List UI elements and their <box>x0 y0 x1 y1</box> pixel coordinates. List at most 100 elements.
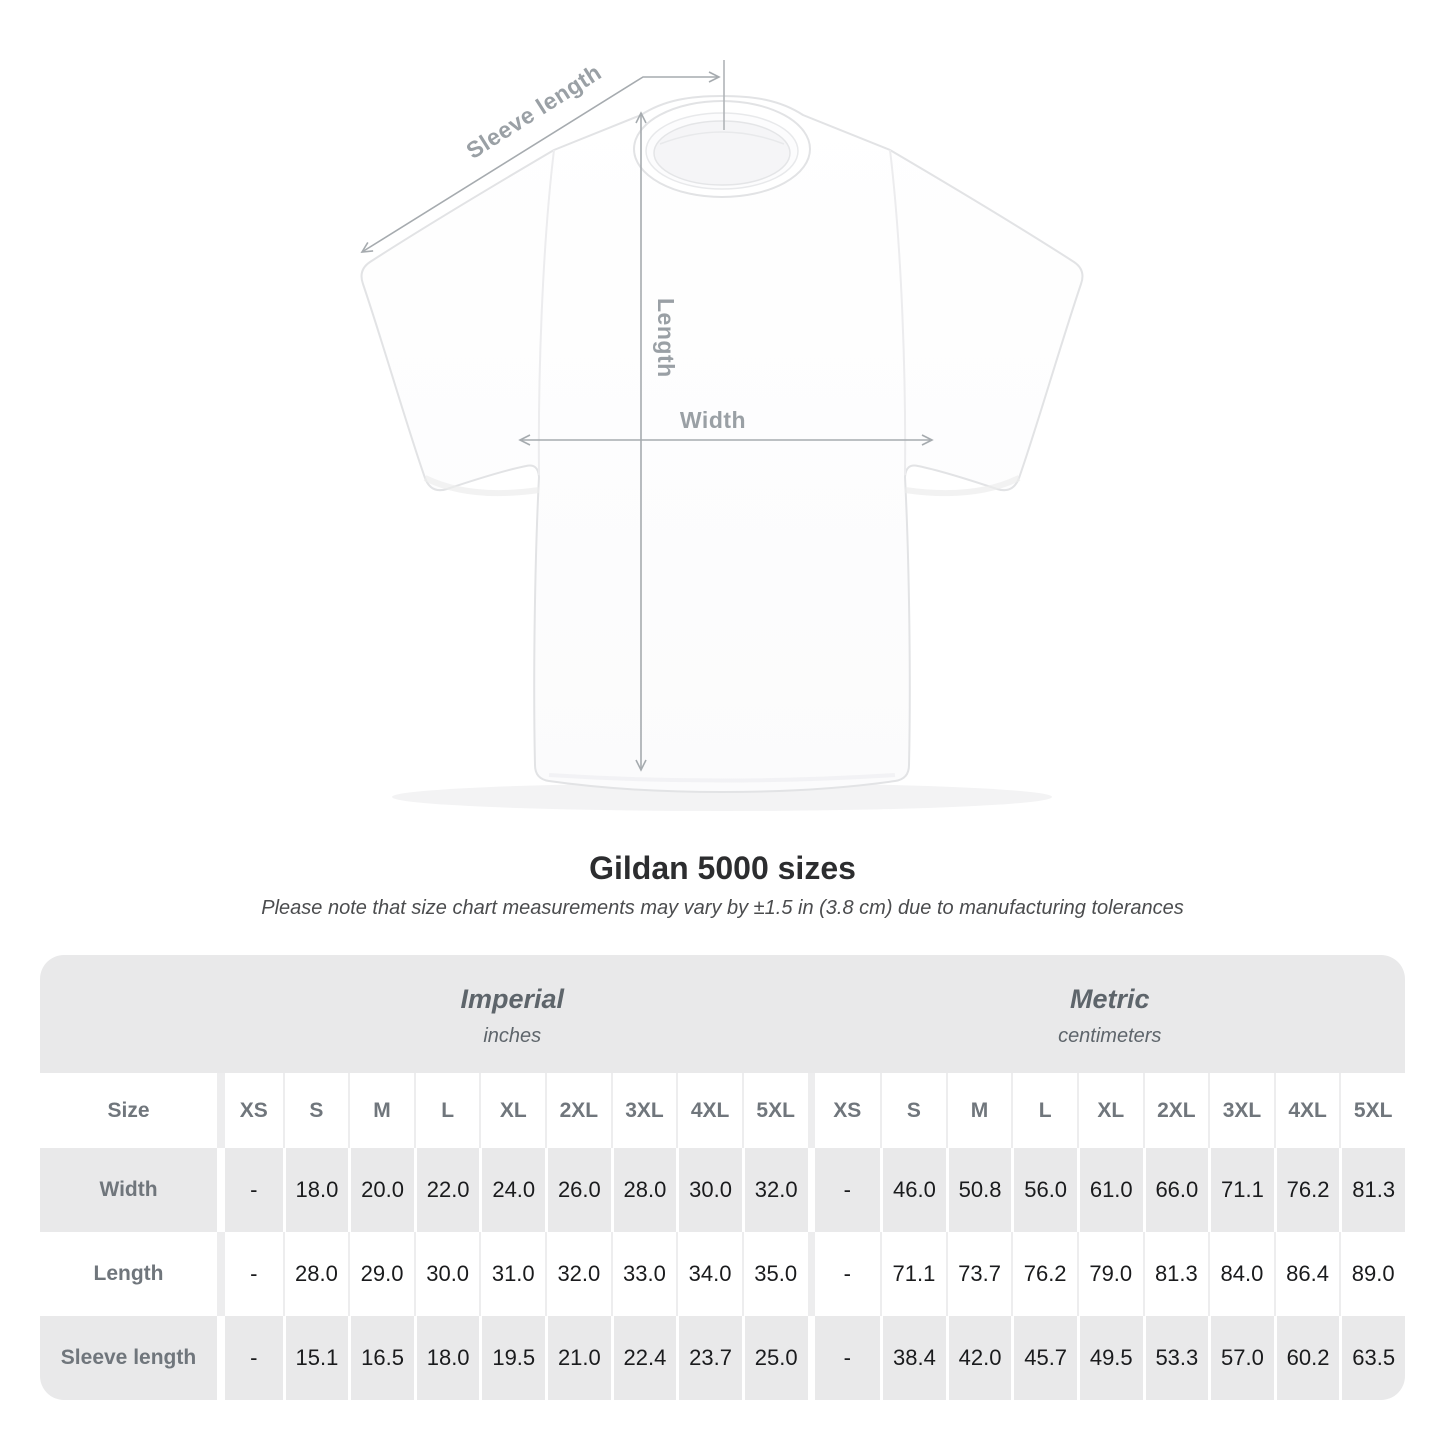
measurement-value-cell: 24.0 <box>479 1148 545 1232</box>
size-col-header: 4XL <box>676 1073 742 1148</box>
measurement-value-cell: 18.0 <box>282 1148 349 1232</box>
column-divider <box>807 1073 815 1148</box>
column-divider <box>807 1316 815 1400</box>
tshirt-outline <box>360 94 1084 794</box>
size-col-header: XS <box>833 1098 862 1122</box>
measurement-value-cell: - <box>843 1177 851 1202</box>
length-label: Length <box>653 298 679 378</box>
measurement-value-cell: 81.3 <box>1339 1148 1405 1232</box>
measurement-value-cell: 42.0 <box>945 1316 1012 1400</box>
measurement-value-cell: 38.4 <box>880 1316 946 1400</box>
size-col-header: M <box>348 1073 414 1148</box>
metric-title: Metric <box>1069 984 1150 1014</box>
measurement-value-cell: 31.0 <box>479 1232 545 1316</box>
tshirt-graphic <box>360 94 1084 811</box>
measurement-value-cell: 46.0 <box>880 1148 946 1232</box>
imperial-unit: inches <box>483 1025 542 1047</box>
size-col-header: L <box>413 1073 480 1148</box>
measurement-value-cell: 34.0 <box>676 1232 742 1316</box>
measurement-value-cell: - <box>217 1316 283 1400</box>
size-col-header: M <box>945 1073 1012 1148</box>
measurement-value-cell: 57.0 <box>1208 1316 1274 1400</box>
tshirt-ground-shadow <box>392 783 1052 811</box>
measurement-value-cell: 60.2 <box>1273 1316 1340 1400</box>
size-header-label: Size <box>107 1098 150 1122</box>
column-divider <box>807 1148 815 1232</box>
hem-stitch-line <box>548 773 896 783</box>
row-label: Length <box>93 1262 164 1285</box>
metric-header: Metric centimeters <box>815 955 1406 1073</box>
sleeve-length-row: Sleeve length - 15.1 16.5 18.0 19.5 21.0… <box>40 1316 1405 1400</box>
size-col-header: 5XL <box>1339 1073 1405 1148</box>
size-col-header: 2XL <box>1142 1073 1209 1148</box>
measurement-value-cell: - <box>843 1345 851 1370</box>
length-row: Length - 28.0 29.0 30.0 31.0 32.0 33.0 3… <box>40 1232 1405 1316</box>
measurement-value-cell: 71.1 <box>1208 1148 1274 1232</box>
measurement-value-cell: 81.3 <box>1142 1232 1209 1316</box>
measurement-value-cell: 89.0 <box>1339 1232 1405 1316</box>
left-sleeve-fold-shading <box>423 475 540 497</box>
measurement-value-cell: 61.0 <box>1076 1148 1143 1232</box>
measurement-value-cell: 56.0 <box>1011 1148 1077 1232</box>
measurement-value-cell: 35.0 <box>741 1232 808 1316</box>
measurement-value-cell: - <box>843 1261 851 1286</box>
measurement-value-cell: 33.0 <box>610 1232 677 1316</box>
row-label: Sleeve length <box>60 1346 197 1369</box>
measurement-value-cell: 28.0 <box>610 1148 677 1232</box>
measurement-value-cell: 30.0 <box>413 1232 480 1316</box>
measurement-value-cell: 30.0 <box>676 1148 742 1232</box>
imperial-header: Imperial inches <box>217 955 808 1073</box>
width-label: Width <box>680 407 746 433</box>
measurement-value-cell: 32.0 <box>545 1232 611 1316</box>
measurement-value-cell: 50.8 <box>945 1148 1012 1232</box>
size-col-header: S <box>282 1073 349 1148</box>
width-dimension: Width <box>518 407 934 446</box>
measurement-value-cell: 29.0 <box>348 1232 414 1316</box>
sleeve-length-arrow <box>360 71 721 253</box>
measurement-value-cell: 18.0 <box>413 1316 480 1400</box>
size-col-header: 2XL <box>545 1073 611 1148</box>
measurement-value-cell: 76.2 <box>1273 1148 1340 1232</box>
size-col-header: L <box>1011 1073 1077 1148</box>
measurement-value-cell: 15.1 <box>282 1316 349 1400</box>
size-col-header: XL <box>1076 1073 1143 1148</box>
collar-opening <box>653 120 791 186</box>
measurement-value-cell: - <box>217 1148 283 1232</box>
measurement-value-cell: 25.0 <box>741 1316 808 1400</box>
size-table: Imperial inches Metric centimeters Size … <box>40 955 1405 1400</box>
size-header-row: Size XS S M L XL 2XL 3XL 4XL 5XL XS S M … <box>40 1073 1405 1148</box>
unit-header-row: Imperial inches Metric centimeters <box>40 955 1405 1073</box>
measurement-value-cell: 22.0 <box>413 1148 480 1232</box>
measurement-value-cell: 84.0 <box>1208 1232 1274 1316</box>
measurement-value-cell: 32.0 <box>741 1148 808 1232</box>
size-col-header: XL <box>479 1073 545 1148</box>
measurement-value-cell: 16.5 <box>348 1316 414 1400</box>
row-label: Width <box>99 1178 158 1201</box>
size-col-header: 4XL <box>1273 1073 1340 1148</box>
measurement-value-cell: 71.1 <box>880 1232 946 1316</box>
width-row: Width - 18.0 20.0 22.0 24.0 26.0 28.0 30… <box>40 1148 1405 1232</box>
size-col-header: 3XL <box>1208 1073 1274 1148</box>
measurement-value-cell: 28.0 <box>282 1232 349 1316</box>
tolerance-note: Please note that size chart measurements… <box>261 897 1184 919</box>
unit-header-divider <box>808 955 815 1073</box>
size-col-header: 5XL <box>741 1073 808 1148</box>
right-sleeve-fold-shading <box>904 475 1021 497</box>
tshirt-measurement-diagram: Sleeve length Length Width <box>360 59 1084 811</box>
page-title: Gildan 5000 sizes <box>589 850 856 886</box>
measurement-value-cell: 19.5 <box>479 1316 545 1400</box>
unit-header-empty-cell <box>40 955 217 1073</box>
size-col-header: S <box>880 1073 946 1148</box>
measurement-value-cell: 73.7 <box>945 1232 1012 1316</box>
measurement-value-cell: 79.0 <box>1076 1232 1143 1316</box>
measurement-value-cell: 76.2 <box>1011 1232 1077 1316</box>
measurement-value-cell: 66.0 <box>1142 1148 1209 1232</box>
measurement-value-cell: 23.7 <box>676 1316 742 1400</box>
column-divider <box>807 1232 815 1316</box>
measurement-value-cell: 53.3 <box>1142 1316 1209 1400</box>
measurement-value-cell: 63.5 <box>1339 1316 1405 1400</box>
measurement-value-cell: 45.7 <box>1011 1316 1077 1400</box>
measurement-value-cell: 49.5 <box>1076 1316 1143 1400</box>
measurement-value-cell: 86.4 <box>1273 1232 1340 1316</box>
measurement-value-cell: - <box>217 1232 283 1316</box>
